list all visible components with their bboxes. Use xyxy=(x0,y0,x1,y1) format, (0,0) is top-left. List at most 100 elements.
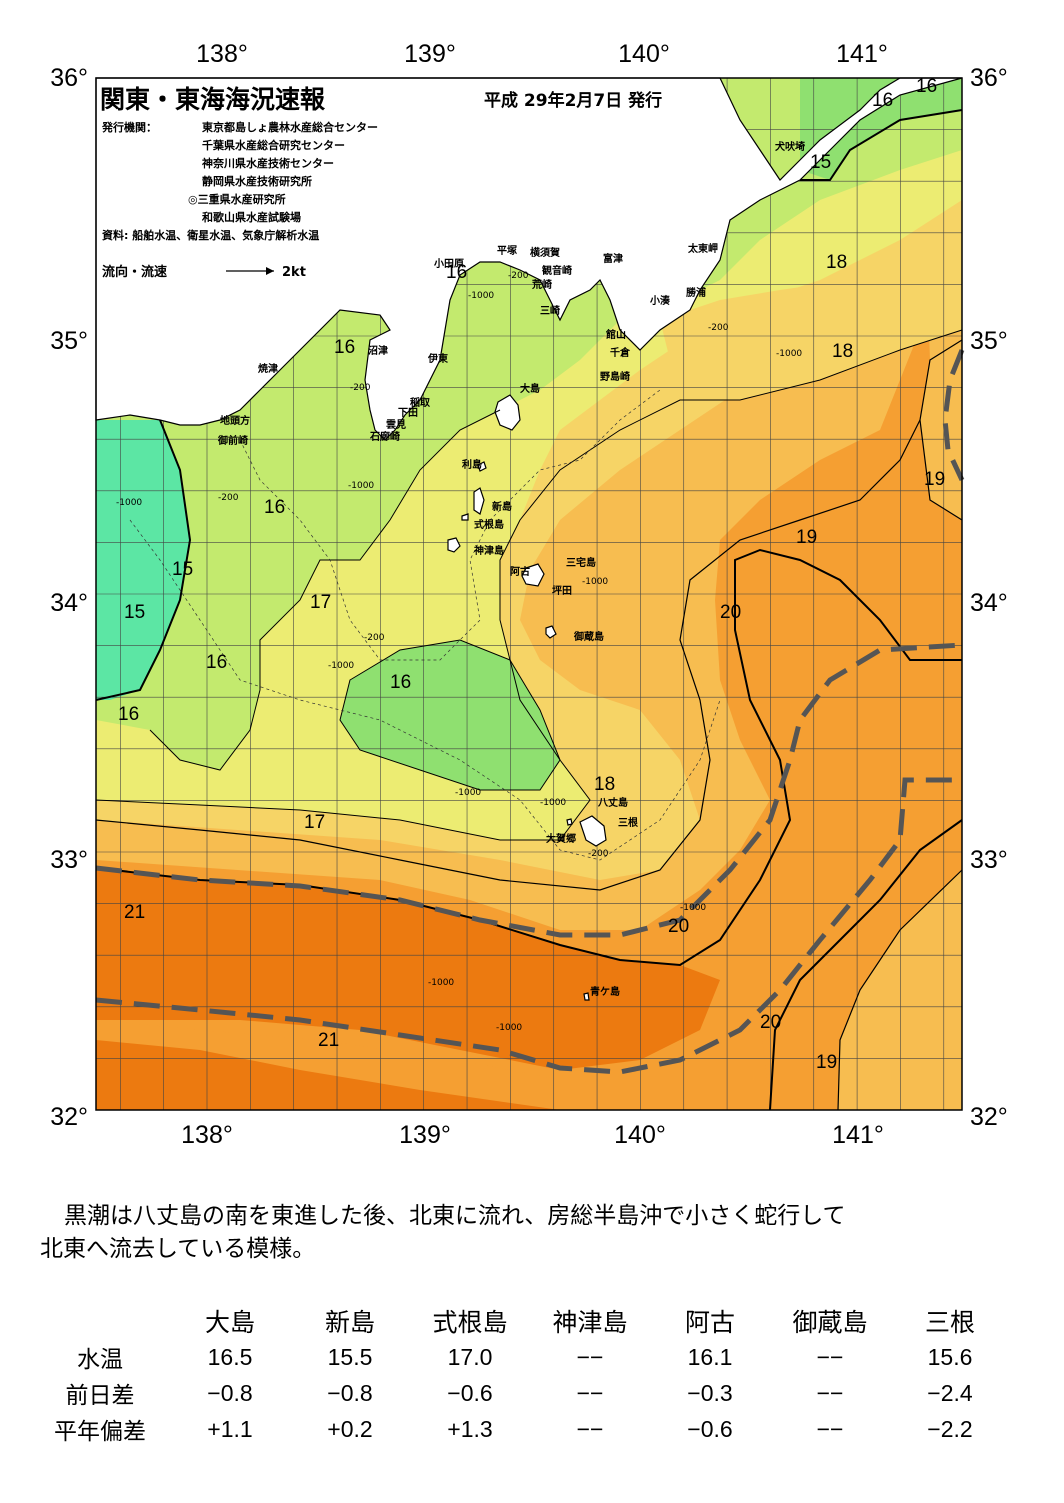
current-scale-arrowhead xyxy=(266,267,274,275)
depth-label: -1000 xyxy=(776,349,802,359)
zone-15 xyxy=(96,420,190,700)
place-label: 三崎 xyxy=(540,304,560,317)
place-label: 勝浦 xyxy=(686,286,706,299)
depth-label: -1000 xyxy=(680,903,706,913)
table-corner xyxy=(30,1303,170,1339)
station-header: 大島 xyxy=(204,1308,255,1337)
row-label-water-temp: 水温 xyxy=(77,1347,123,1373)
publisher: 和歌山県水産試験場 xyxy=(202,210,301,224)
depth-label: -200 xyxy=(708,323,729,333)
place-label: 稲取 xyxy=(410,396,431,409)
isotherm-label: 16 xyxy=(916,76,937,97)
place-label: 式根島 xyxy=(474,518,504,531)
depth-label: -200 xyxy=(508,271,529,281)
lon-labels-bottom: 138° 139° 140° 141° xyxy=(181,1121,884,1149)
place-label: 犬吠埼 xyxy=(775,140,805,153)
lon-label: 140° xyxy=(614,1121,666,1149)
isotherm-label: 15 xyxy=(124,602,145,623)
isotherm-label: 16 xyxy=(872,90,893,111)
hachijo-kojima xyxy=(566,818,573,826)
table-cell: +1.1 xyxy=(207,1415,253,1442)
zone-19-southeast xyxy=(838,870,962,1110)
isotherm-17-line xyxy=(149,409,501,771)
lat-label: 33° xyxy=(970,846,1008,874)
place-label: 三根 xyxy=(618,816,638,829)
place-label: 神津島 xyxy=(474,544,504,557)
lon-labels-top: 138° 139° 140° 141° xyxy=(196,40,888,68)
lat-label: 35° xyxy=(970,327,1008,355)
table-cell: −− xyxy=(816,1379,844,1406)
isotherm-20-south xyxy=(769,819,963,1111)
place-label: 地頭方 xyxy=(220,414,250,427)
isotherm-19-line xyxy=(95,419,921,891)
isotherm-label: 16 xyxy=(264,497,285,518)
map-header: 関東・東海海況速報 平成 29年2月7日 発行 発行機関： 東京都島しょ農林水産… xyxy=(100,85,662,280)
depth-label: -1000 xyxy=(428,978,454,988)
table-row: 水温 16.5 15.5 17.0 −− 16.1 −− 15.6 xyxy=(30,1339,1010,1375)
isotherm-label: 15 xyxy=(810,152,831,173)
station-header: 式根島 xyxy=(432,1308,508,1337)
lat-label: 35° xyxy=(50,327,88,355)
station-header: 阿古 xyxy=(684,1308,735,1337)
station-header: 新島 xyxy=(324,1308,375,1337)
place-label: 千倉 xyxy=(610,346,631,359)
lat-label: 32° xyxy=(50,1103,88,1131)
zone-15-northeast xyxy=(800,78,962,180)
isotherm-label: 19 xyxy=(796,527,817,548)
lat-label: 33° xyxy=(50,846,88,874)
isotherm-18-line xyxy=(95,329,963,841)
hachijojima-island xyxy=(579,815,607,847)
table-cell: −− xyxy=(576,1343,604,1370)
isotherm-label: 18 xyxy=(832,341,853,362)
current-scale-label: 2kt xyxy=(282,265,306,280)
isotherm-20-line xyxy=(95,548,962,967)
observation-table: 大島 新島 式根島 神津島 阿古 御蔵島 三根 水温 16.5 15.5 17.… xyxy=(30,1303,1010,1447)
place-label: 御前崎 xyxy=(217,434,248,447)
niijima-island xyxy=(473,487,485,515)
place-label: 荒崎 xyxy=(531,278,552,291)
depth-label: -1000 xyxy=(116,498,142,508)
station-header: 三根 xyxy=(924,1308,975,1337)
map-title: 関東・東海海況速報 xyxy=(100,85,326,114)
place-label: 新島 xyxy=(492,500,512,513)
summary-text: 黒潮は八丈島の南を東進した後、北東に流れ、房総半島沖で小さく蛇行して 北東へ流去… xyxy=(40,1200,1020,1266)
publisher: 静岡県水産技術研究所 xyxy=(202,174,312,188)
table-cell: +1.3 xyxy=(447,1415,493,1442)
isotherm-label: 17 xyxy=(304,812,325,833)
station-header: 御蔵島 xyxy=(792,1308,868,1337)
kuroshio-east-axis xyxy=(942,349,965,482)
lon-label: 139° xyxy=(399,1121,451,1149)
aogashima-island xyxy=(583,992,590,1001)
depth-1000 xyxy=(129,519,721,861)
lon-label: 139° xyxy=(404,40,456,68)
place-label: 平塚 xyxy=(497,244,517,257)
sea-temperature-map: 138° 139° 140° 141° 138° 139° 140° 141° … xyxy=(50,40,1008,1149)
table-cell: −2.2 xyxy=(927,1415,973,1442)
station-header: 神津島 xyxy=(552,1308,628,1337)
table-cell: −0.6 xyxy=(687,1415,733,1442)
isotherm-label: 20 xyxy=(720,602,741,623)
isotherm-label: 17 xyxy=(310,592,331,613)
place-label: 三宅島 xyxy=(566,556,596,569)
isotherm-15-line xyxy=(95,419,192,701)
row-label-anomaly: 平年偏差 xyxy=(54,1419,146,1445)
depth-label: -1000 xyxy=(540,798,566,808)
lat-label: 36° xyxy=(970,64,1008,92)
place-label: 御蔵島 xyxy=(573,630,604,643)
table-row: 平年偏差 +1.1 +0.2 +1.3 −− −0.6 −− −2.2 xyxy=(30,1411,1010,1447)
data-source: 資料: 船舶水温、衛星水温、気象庁解析水温 xyxy=(102,228,319,242)
isotherm-label: 16 xyxy=(390,672,411,693)
table-cell: 15.6 xyxy=(927,1343,973,1370)
place-label: 雲見 xyxy=(386,419,406,431)
depth-label: -1000 xyxy=(582,577,608,587)
issue-date: 平成 29年2月7日 発行 xyxy=(484,90,662,111)
place-label: 大島 xyxy=(520,382,540,395)
place-label: 富津 xyxy=(603,252,623,265)
lon-label: 140° xyxy=(618,40,670,68)
table-cell: −− xyxy=(816,1343,844,1370)
publisher: 神奈川県水産技術センター xyxy=(202,156,334,170)
kuroshio-axis xyxy=(95,349,965,1075)
lat-label: 34° xyxy=(50,589,88,617)
isotherm-label: 18 xyxy=(594,774,615,795)
